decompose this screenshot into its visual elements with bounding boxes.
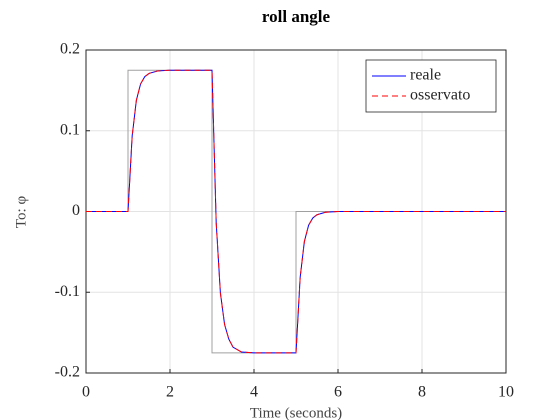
y-tick-label: -0.2 (55, 364, 80, 381)
legend-label: osservato (410, 87, 470, 104)
x-axis-label: Time (seconds) (250, 405, 342, 420)
x-tick-label: 2 (166, 384, 174, 401)
series-line (86, 69, 506, 354)
y-tick-label: 0 (72, 202, 80, 219)
legend-box (365, 59, 497, 113)
x-tick-label: 0 (82, 384, 90, 401)
y-tick-label: 0.2 (60, 41, 80, 58)
y-tick-label: -0.1 (55, 283, 80, 300)
legend-label: reale (410, 67, 441, 84)
x-tick-label: 6 (334, 384, 342, 401)
chart-title: roll angle (262, 7, 331, 26)
x-tick-label: 10 (498, 384, 514, 401)
x-tick-label: 8 (418, 384, 426, 401)
x-tick-label: 4 (250, 384, 258, 401)
y-tick-label: 0.1 (60, 121, 80, 138)
series-line (86, 69, 506, 354)
y-axis-label: To: φ (13, 196, 29, 229)
